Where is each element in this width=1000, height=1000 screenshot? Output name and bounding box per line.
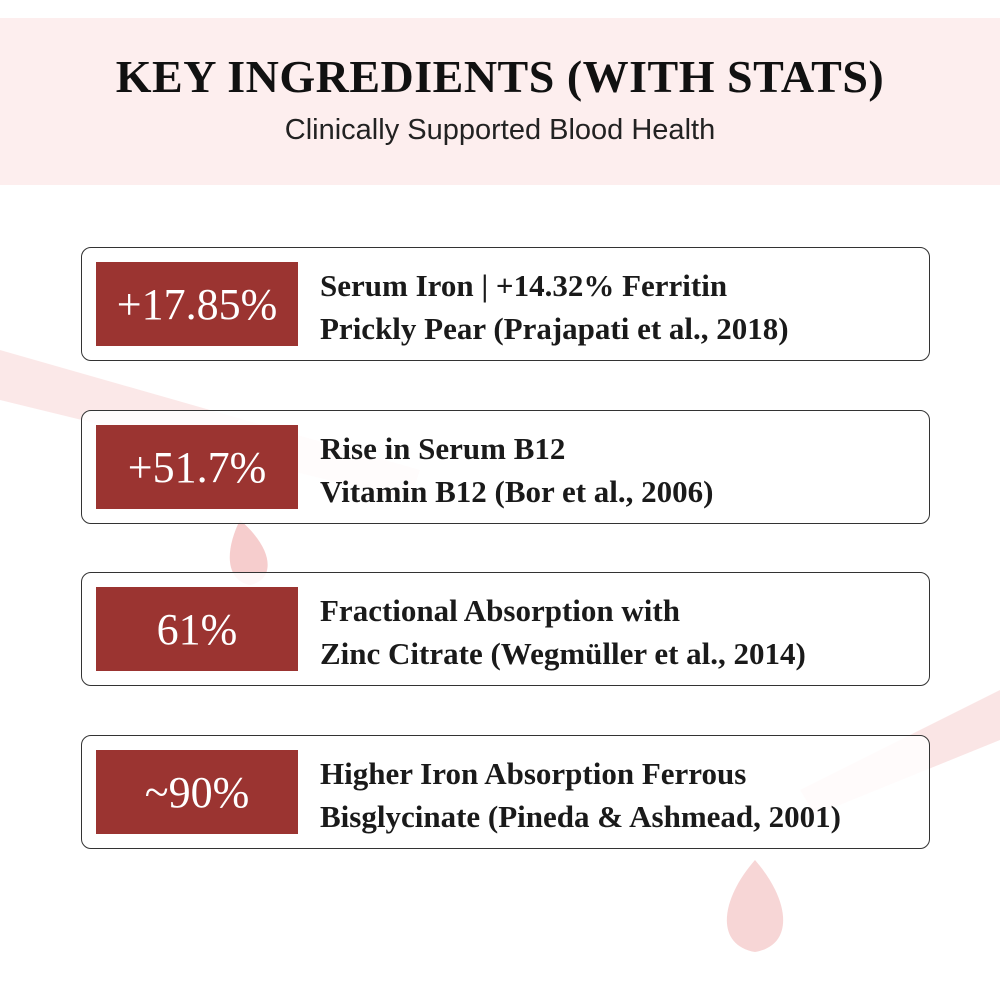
card-line: Serum Iron | +14.32% Ferritin (320, 268, 728, 303)
ingredient-card: 61% Fractional Absorption with Zinc Citrat… (81, 572, 930, 686)
card-line: Higher Iron Absorption Ferrous (320, 756, 747, 791)
stat-badge: 61% (96, 587, 298, 671)
ingredient-card: +51.7% Rise in Serum B12 Vitamin B12 (Bor … (81, 410, 930, 524)
subtitle: Clinically Supported Blood Health (284, 114, 716, 146)
header-band: KEY INGREDIENTS (WITH STATS) Clinically … (0, 18, 1000, 185)
card-line: Rise in Serum B12 (320, 431, 566, 466)
card-text: Rise in Serum B12 Vitamin B12 (Bor et al.… (320, 427, 714, 513)
stat-badge: +17.85% (96, 262, 298, 346)
card-line: Prickly Pear (Prajapati et al., 2018) (320, 311, 789, 346)
title: KEY INGREDIENTS (WITH STATS) (115, 51, 885, 102)
card-line: Vitamin B12 (Bor et al., 2006) (320, 474, 714, 509)
ingredient-card: ~90% Higher Iron Absorption Ferrous Bisgly… (81, 735, 930, 849)
card-text: Higher Iron Absorption Ferrous Bisglycina… (320, 752, 841, 838)
card-text: Serum Iron | +14.32% Ferritin Prickly Pea… (320, 264, 789, 350)
ingredient-card: +17.85% Serum Iron | +14.32% Ferritin Pric… (81, 247, 930, 361)
card-line: Fractional Absorption with (320, 593, 680, 628)
stat-badge: ~90% (96, 750, 298, 834)
card-text: Fractional Absorption with Zinc Citrate (… (320, 589, 806, 675)
stat-badge: +51.7% (96, 425, 298, 509)
card-line: Bisglycinate (Pineda & Ashmead, 2001) (320, 799, 841, 834)
card-line: Zinc Citrate (Wegmüller et al., 2014) (320, 636, 806, 671)
